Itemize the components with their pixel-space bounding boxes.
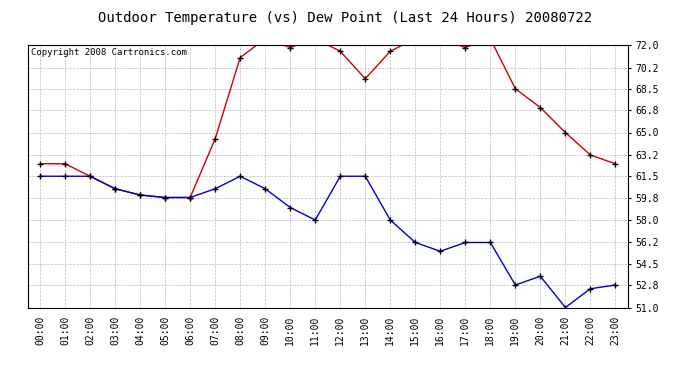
Text: Outdoor Temperature (vs) Dew Point (Last 24 Hours) 20080722: Outdoor Temperature (vs) Dew Point (Last… [98,11,592,25]
Text: Copyright 2008 Cartronics.com: Copyright 2008 Cartronics.com [30,48,186,57]
